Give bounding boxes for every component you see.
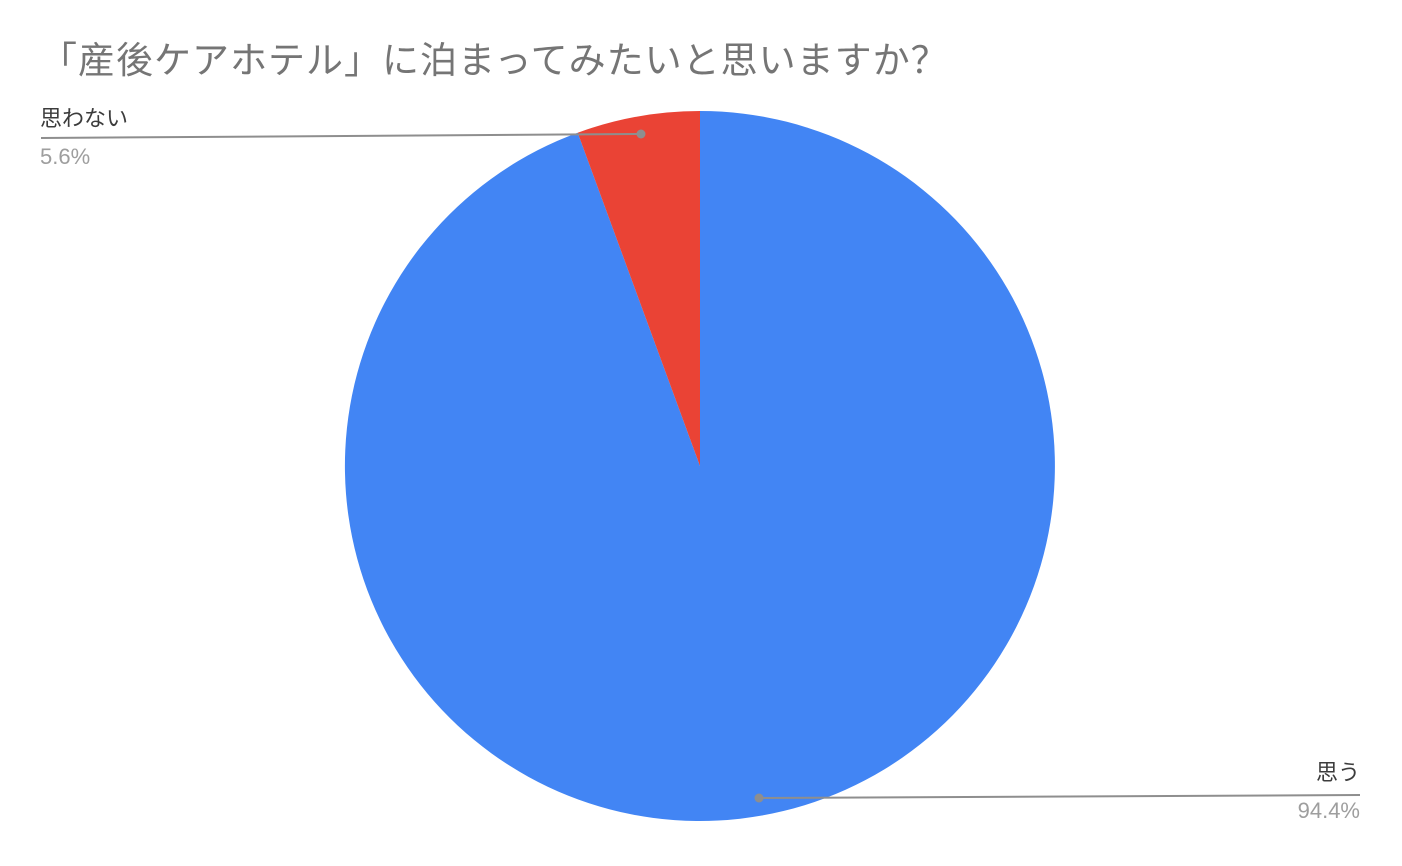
slice-label-omowanai: 思わない 5.6% — [40, 104, 128, 172]
slice-label-omou: 思う 94.4% — [1298, 758, 1360, 826]
slice-percent-omou: 94.4% — [1297, 798, 1360, 823]
chart-title: 「産後ケアホテル」に泊まってみたいと思いますか？ — [40, 40, 949, 81]
leader-dot-0 — [754, 793, 764, 803]
leader-line-1 — [40, 133, 642, 139]
leader-dot-1 — [636, 129, 646, 139]
leader-line-0 — [758, 794, 1361, 799]
pie-slice-0[interactable] — [344, 111, 1055, 821]
slice-percent-omowanai: 5.6% — [40, 144, 91, 169]
pie-slice-1[interactable] — [577, 110, 700, 466]
slice-name-omou: 思う — [1315, 760, 1360, 785]
slice-name-omowanai: 思わない — [40, 106, 129, 131]
